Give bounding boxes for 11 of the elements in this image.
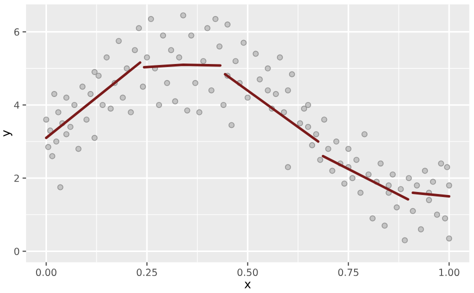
y-tick-label: 0 [14,248,20,256]
x-tick-label: 1.00 [439,268,460,276]
y-tick-label: 6 [14,28,20,36]
x-tick-label: 0.75 [338,268,358,276]
y-tick-label: 2 [14,174,19,182]
y-axis-title: y [3,130,12,136]
x-tick-label: 0.25 [136,268,157,276]
x-tick-label: 0.50 [237,268,258,276]
x-tick-label: 0.00 [36,268,56,276]
x-axis-title: x [244,282,251,288]
y-tick-label: 4 [14,102,20,109]
